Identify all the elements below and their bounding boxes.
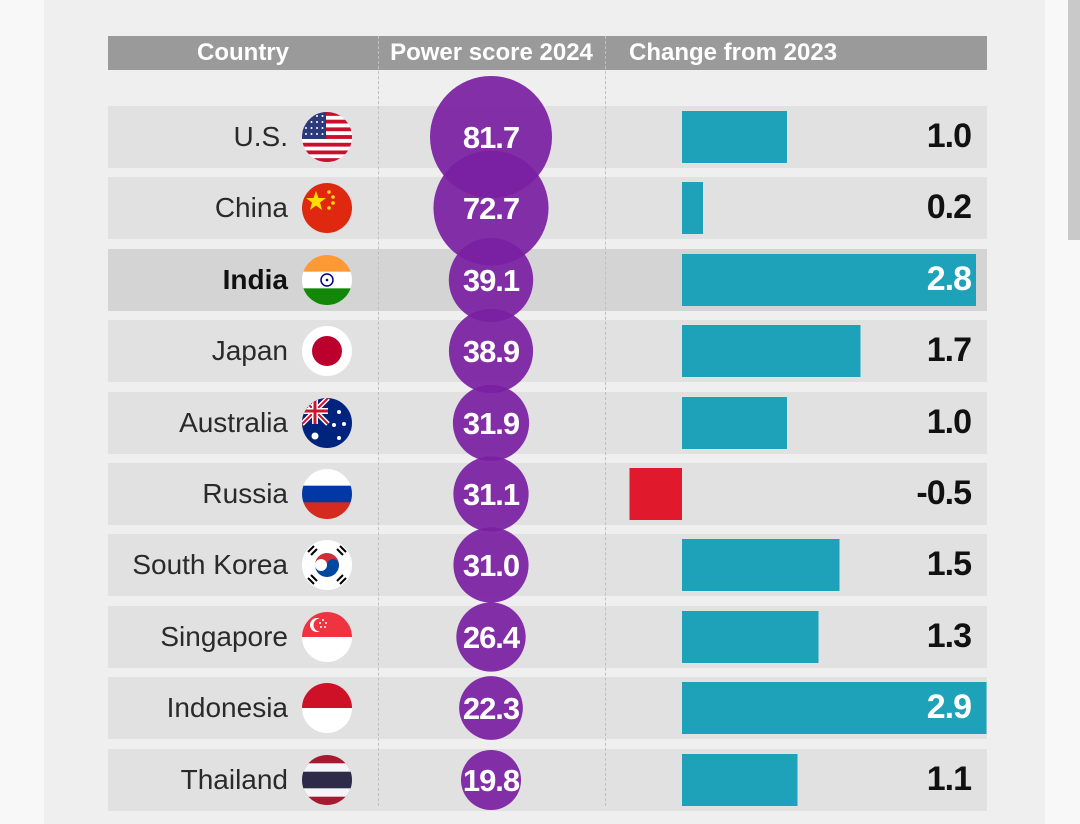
score-label: 31.9 [463,406,520,441]
change-value: -0.5 [916,474,972,512]
score-label: 81.7 [463,120,519,155]
singapore-flag-icon [302,612,352,662]
change-bar [682,111,787,163]
country-label: Indonesia [166,692,288,723]
change-value: 1.5 [926,545,972,583]
header-country: Country [197,39,289,66]
header-power-score: Power score 2024 [390,39,593,66]
change-value: 1.3 [926,617,972,655]
country-label: Australia [179,407,288,438]
score-bubble [452,384,530,462]
change-value: 2.8 [926,260,972,298]
country-label: U.S. [233,121,288,152]
change-value: 1.7 [926,331,972,369]
russia-flag-icon [302,469,352,519]
score-label: 38.9 [463,334,520,369]
left-margin [0,0,44,824]
us-flag-icon [302,112,352,162]
score-bubble [448,308,534,394]
score-bubble [453,527,529,603]
change-value: 1.0 [926,117,972,155]
score-label: 31.1 [463,477,520,512]
score-bubble [460,749,522,811]
change-bar [682,754,798,806]
score-label: 19.8 [463,763,520,798]
score-label: 72.7 [463,191,519,226]
change-bar [682,539,840,591]
change-value: 1.0 [926,403,972,441]
table-header: Country Power score 2024 Change from 202… [108,36,987,70]
change-bar [682,682,987,734]
country-label: South Korea [132,549,288,580]
change-value: 0.2 [926,188,972,226]
australia-flag-icon [302,398,352,448]
score-label: 22.3 [463,691,520,726]
table-row: Thailand [108,749,987,811]
country-label: China [214,192,288,223]
country-label: Russia [202,478,288,509]
change-bar [682,325,861,377]
score-bubble [459,676,523,740]
table-row: Singapore [108,606,987,668]
china-flag-icon [302,183,352,233]
score-bubble [448,237,534,323]
score-bubble [433,150,549,266]
india-flag-icon [302,255,352,305]
score-label: 31.0 [463,548,519,583]
change-value: 2.9 [926,688,972,726]
table-row: Russia [108,463,987,525]
thailand-flag-icon [302,755,352,805]
change-bar [682,254,976,306]
country-label: India [222,264,288,295]
change-bar [682,397,787,449]
south-korea-flag-icon [302,540,352,590]
country-label: Thailand [180,764,288,795]
change-bar [682,611,819,663]
column-divider [378,36,379,806]
indonesia-flag-icon [302,683,352,733]
score-bubble [456,602,526,672]
country-label: Singapore [160,621,288,652]
country-label: Japan [211,335,288,366]
japan-flag-icon [302,326,352,376]
column-divider [605,36,606,806]
change-bar [629,468,682,520]
change-value: 1.1 [926,760,972,798]
score-bubble [453,456,529,532]
score-label: 39.1 [463,263,520,298]
header-change: Change from 2023 [629,39,838,66]
table-row: Australia [108,392,987,454]
score-label: 26.4 [463,620,521,655]
scrollbar-thumb[interactable] [1068,0,1080,240]
table-row: South Korea [108,534,987,596]
change-bar [682,182,703,234]
